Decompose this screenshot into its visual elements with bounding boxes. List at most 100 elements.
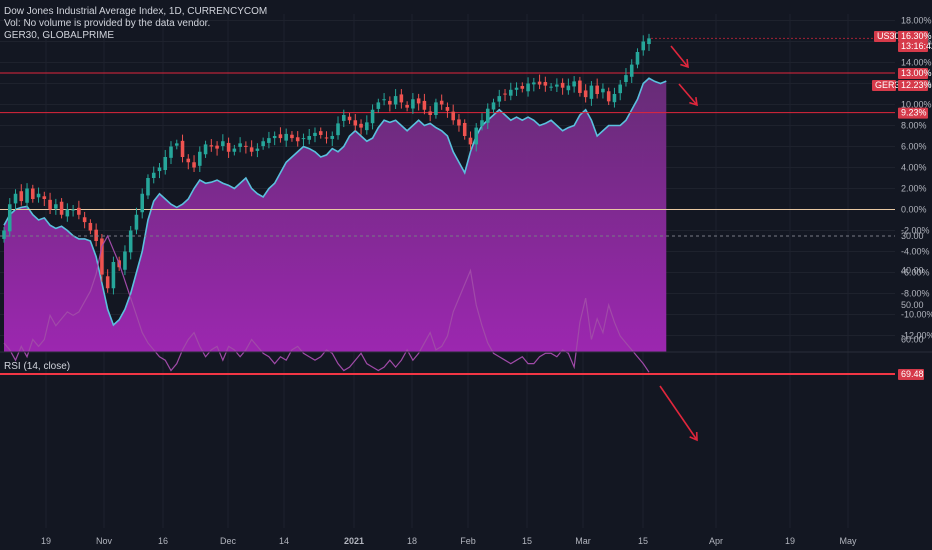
candle bbox=[566, 78, 571, 95]
candle bbox=[468, 131, 473, 150]
candle-body bbox=[641, 41, 646, 51]
rsi-value-badge-bg bbox=[898, 369, 924, 380]
candle bbox=[457, 114, 461, 132]
ger30-value-badge-text: 12.23% bbox=[901, 80, 932, 90]
ger30-value-badge-bg bbox=[898, 80, 928, 91]
candle-body bbox=[261, 141, 265, 147]
candle bbox=[13, 189, 18, 211]
down-arrow-3[interactable] bbox=[659, 385, 698, 442]
candle bbox=[624, 68, 628, 87]
down-arrow-1[interactable] bbox=[670, 45, 689, 69]
candle-body bbox=[59, 201, 64, 215]
y-tick-label: 2.00% bbox=[901, 184, 927, 194]
rsi-label[interactable]: RSI (14, close) bbox=[4, 361, 71, 372]
candle bbox=[192, 155, 196, 173]
y-tick-label: 8.00% bbox=[901, 121, 927, 131]
us30-candles bbox=[2, 33, 651, 295]
candle bbox=[313, 127, 317, 143]
candle bbox=[520, 82, 525, 93]
y-tick-label: 14.00% bbox=[901, 58, 932, 68]
candle bbox=[491, 98, 496, 114]
candle bbox=[31, 184, 35, 203]
candle bbox=[365, 115, 369, 135]
candle-body bbox=[238, 143, 242, 147]
candle bbox=[163, 149, 168, 175]
candle-body bbox=[595, 85, 599, 94]
arrow-shaft bbox=[659, 385, 698, 441]
candle-body bbox=[422, 100, 427, 110]
candle bbox=[221, 134, 225, 151]
down-arrow-2[interactable] bbox=[678, 83, 698, 107]
x-tick-label: 19 bbox=[41, 536, 51, 546]
candle bbox=[105, 269, 110, 293]
candle bbox=[88, 219, 93, 235]
level-high-badge-bg bbox=[898, 68, 928, 79]
y-tick-label: -12.00% bbox=[901, 331, 932, 341]
candle-body bbox=[485, 108, 490, 123]
candle bbox=[434, 98, 438, 119]
candle-body bbox=[215, 145, 219, 149]
candle bbox=[25, 183, 29, 209]
candle-body bbox=[2, 230, 6, 239]
rsi-axis[interactable]: 60.00 50.00 40.00 30.00 bbox=[901, 231, 924, 345]
x-tick-label: Feb bbox=[460, 536, 476, 546]
candle-body bbox=[82, 217, 87, 223]
candle-body bbox=[42, 196, 47, 199]
candle bbox=[2, 226, 6, 243]
us30-symbol-badge: US30 bbox=[874, 31, 900, 42]
candle-body bbox=[445, 107, 450, 111]
candle-body bbox=[526, 83, 530, 92]
candle-body bbox=[123, 251, 127, 270]
level-low-badge: 9.23% bbox=[898, 107, 928, 119]
level-high-badge: 13.00% bbox=[898, 68, 932, 79]
annotation-arrows[interactable] bbox=[659, 45, 698, 442]
us30-value-badge: 16.30% bbox=[898, 31, 932, 42]
volume-note: Vol: No volume is provided by the data v… bbox=[4, 18, 211, 29]
candle-body bbox=[612, 94, 617, 103]
candle-body bbox=[180, 140, 185, 157]
candle-body bbox=[157, 167, 162, 172]
candle bbox=[428, 106, 432, 122]
compare-symbol-label[interactable]: GER30, GLOBALPRIME bbox=[4, 30, 115, 41]
candle bbox=[169, 141, 173, 165]
candle-body bbox=[509, 89, 513, 96]
candle-body bbox=[514, 87, 519, 90]
candle-body bbox=[284, 133, 288, 141]
us30-symbol-badge-text: US30 bbox=[877, 31, 900, 41]
candle-body bbox=[376, 102, 381, 109]
candle bbox=[290, 131, 294, 142]
candle-body bbox=[578, 80, 582, 93]
candle-body bbox=[54, 204, 58, 209]
candle bbox=[244, 141, 248, 154]
rsi-tick-label: 30.00 bbox=[901, 231, 924, 241]
y-tick-label: 18.00% bbox=[901, 16, 932, 26]
candle bbox=[238, 137, 242, 153]
candle bbox=[272, 131, 277, 146]
candle bbox=[198, 146, 202, 173]
candle bbox=[629, 59, 634, 83]
arrow-head bbox=[689, 431, 698, 442]
candle-body bbox=[272, 136, 277, 139]
candle bbox=[215, 141, 219, 156]
arrow-shaft bbox=[670, 45, 689, 68]
candle-body bbox=[203, 144, 208, 155]
time-axis[interactable]: 19 Nov 16 Dec 14 2021 18 Feb 15 Mar 15 Apr 19 May bbox=[41, 536, 857, 546]
candle bbox=[94, 223, 98, 247]
candle-body bbox=[140, 193, 144, 213]
candle-body bbox=[520, 86, 525, 89]
candle-body bbox=[503, 93, 507, 95]
candle-body bbox=[226, 142, 231, 152]
candle-body bbox=[543, 82, 548, 86]
us30-value-badge-bg bbox=[898, 31, 928, 42]
y-tick-label: 0.00% bbox=[901, 205, 927, 215]
candle-body bbox=[7, 204, 12, 232]
candle-body bbox=[71, 209, 75, 211]
candle-body bbox=[255, 148, 260, 151]
candle bbox=[589, 81, 594, 106]
candle-body bbox=[480, 120, 484, 126]
candle-body bbox=[232, 148, 237, 152]
candle-body bbox=[169, 146, 173, 158]
candle-body bbox=[347, 116, 352, 121]
candle bbox=[140, 188, 144, 219]
